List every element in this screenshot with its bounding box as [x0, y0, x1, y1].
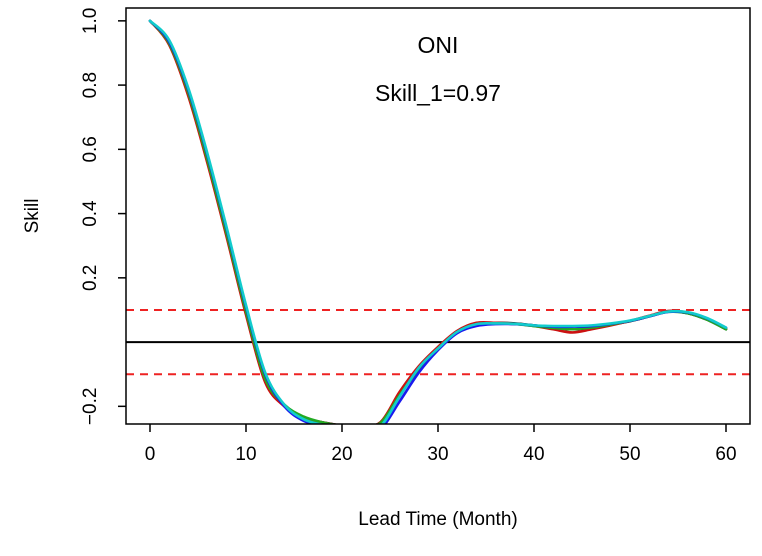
x-axis: 0 10 20 30 40 50 60	[145, 424, 737, 465]
y-tick-label: 0.2	[80, 265, 101, 291]
y-tick-label: 1.0	[80, 8, 101, 34]
y-tick-label: 0.6	[80, 136, 101, 162]
plot-frame	[125, 7, 751, 425]
chart-title: ONI	[418, 32, 459, 58]
x-tick-label: 60	[715, 444, 736, 465]
y-axis: −0.2 0.2 0.4 0.6 0.8 1.0	[80, 8, 126, 425]
x-tick-label: 40	[523, 444, 544, 465]
x-tick-label: 50	[619, 444, 640, 465]
y-tick-label: 0.4	[80, 200, 101, 227]
y-tick-label: 0.8	[80, 72, 101, 98]
x-tick-label: 20	[331, 444, 352, 465]
series-lines	[148, 19, 728, 424]
x-tick-label: 30	[427, 444, 448, 465]
x-tick-label: 0	[145, 444, 156, 465]
reference-lines	[126, 308, 750, 376]
x-tick-label: 10	[235, 444, 256, 465]
y-tick-label: −0.2	[80, 388, 101, 426]
x-axis-label: Lead Time (Month)	[358, 509, 517, 530]
series-line-5	[148, 19, 728, 424]
chart-subtitle: Skill_1=0.97	[375, 80, 501, 106]
y-axis-label: Skill	[22, 199, 43, 234]
